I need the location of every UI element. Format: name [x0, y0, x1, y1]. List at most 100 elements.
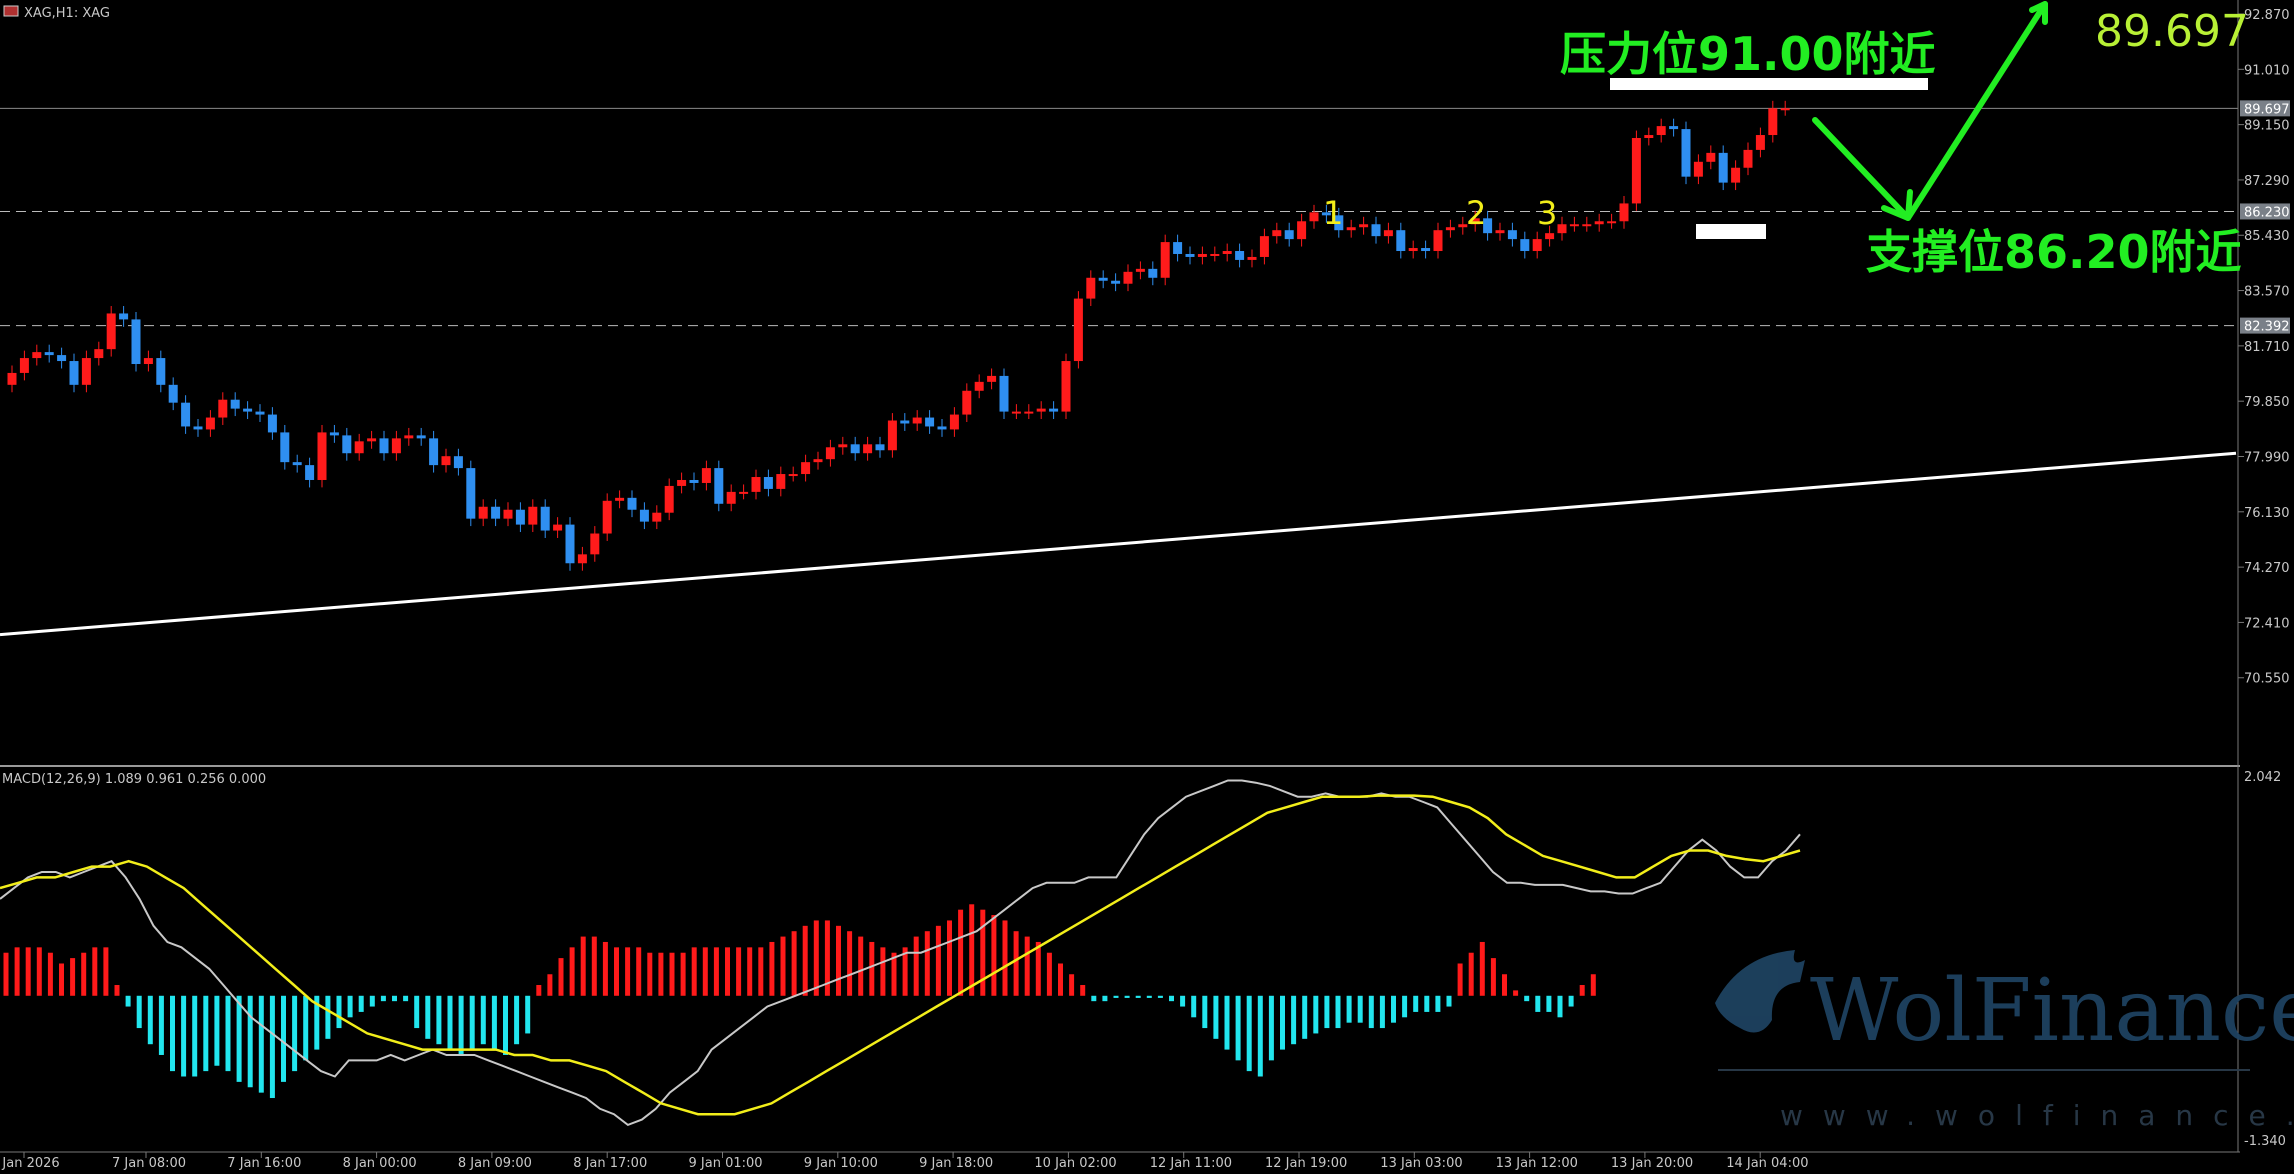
time-tick-label: 13 Jan 12:00 — [1496, 1156, 1578, 1171]
watermark-url: www.wolfinance.com — [1780, 1099, 2294, 1132]
macd-histogram-bar — [980, 909, 986, 996]
candle-body — [292, 462, 302, 466]
candle-body — [1408, 248, 1418, 252]
resistance-label: 压力位91.00附近 — [1560, 27, 1936, 81]
candle-body — [825, 447, 835, 460]
macd-histogram-bar — [736, 947, 742, 996]
candle-body — [156, 358, 166, 385]
macd-histogram-bar — [536, 985, 542, 996]
macd-histogram-bar — [303, 995, 309, 1061]
macd-histogram-bar — [969, 904, 975, 996]
macd-histogram-bar — [647, 952, 653, 996]
watermark-brand: WolFinance — [1810, 961, 2294, 1061]
candle-body — [1483, 218, 1493, 234]
macd-histogram-bar — [25, 947, 31, 996]
candle-body — [280, 432, 290, 463]
macd-histogram-bar — [725, 947, 730, 996]
macd-histogram-bar — [780, 936, 786, 996]
candle-body — [1383, 230, 1393, 237]
price-tick-label: 92.870 — [2244, 8, 2290, 23]
macd-histogram-bar — [702, 947, 708, 996]
candle-body — [1706, 152, 1716, 162]
candle-body — [317, 432, 327, 480]
price-tick-label: 91.010 — [2244, 63, 2290, 78]
candle-body — [887, 420, 897, 451]
candle-body — [776, 474, 786, 489]
macd-histogram-bar — [369, 995, 375, 1007]
candle-body — [1135, 268, 1145, 272]
candle-body — [1222, 251, 1232, 254]
macd-histogram-bar — [81, 952, 87, 996]
peak-label-3: 3 — [1537, 194, 1557, 232]
macd-histogram-bar — [847, 931, 853, 996]
macd-histogram-bar — [414, 995, 420, 1029]
macd-histogram-bar — [824, 920, 830, 996]
macd-histogram-bar — [1490, 958, 1496, 996]
candle-body — [81, 358, 91, 385]
candle-body — [1148, 268, 1158, 278]
macd-panel: 2.042 -1.340 — [0, 770, 2286, 1149]
macd-histogram-bar — [1224, 995, 1230, 1050]
symbol-title: XAG,H1: XAG — [24, 6, 110, 21]
macd-histogram-bar — [1502, 974, 1507, 996]
macd-histogram-bar — [1124, 995, 1130, 998]
macd-histogram-bar — [514, 995, 520, 1045]
candle-body — [367, 438, 377, 442]
candle-body — [763, 477, 773, 489]
candle-body — [1297, 221, 1307, 240]
candle-body — [1557, 224, 1567, 234]
candle-body — [701, 468, 711, 483]
candle-body — [1669, 126, 1679, 130]
candle-body — [1259, 236, 1269, 257]
candle-body — [1421, 248, 1431, 252]
candle-body — [1433, 230, 1443, 252]
candle-body — [1210, 253, 1220, 256]
macd-histogram-bar — [136, 995, 142, 1029]
macd-histogram-bar — [269, 995, 275, 1099]
time-tick-label: 12 Jan 19:00 — [1265, 1156, 1347, 1171]
price-marker-box — [2240, 317, 2290, 334]
candle-body — [999, 375, 1009, 412]
macd-histogram-bar — [1402, 995, 1408, 1018]
macd-histogram-bar — [1368, 995, 1374, 1029]
candle-body — [664, 485, 674, 513]
price-tick-label: 87.290 — [2244, 174, 2290, 189]
time-tick-label: 12 Jan 11:00 — [1150, 1156, 1232, 1171]
candle-body — [106, 313, 116, 350]
macd-line — [0, 779, 1801, 1127]
price-tick-label: 89.150 — [2244, 119, 2290, 134]
candle-body — [329, 432, 339, 436]
peak-label-1: 1 — [1323, 194, 1343, 232]
candle-body — [131, 319, 141, 365]
candle-body — [193, 426, 203, 430]
macd-histogram-bar — [458, 995, 464, 1055]
candle-body — [404, 435, 414, 439]
macd-histogram-bar — [192, 995, 198, 1077]
candle-body — [1743, 149, 1753, 168]
macd-histogram-bar — [47, 952, 53, 996]
candle-body — [1086, 277, 1096, 299]
price-marker-label: 89.697 — [2244, 102, 2290, 117]
candle-body — [441, 456, 451, 466]
macd-histogram-bar — [158, 995, 164, 1055]
candle-body — [143, 358, 153, 365]
macd-histogram-bar — [1457, 963, 1463, 996]
candle-body — [1024, 411, 1034, 414]
price-marker-label: 82.392 — [2244, 320, 2290, 335]
macd-histogram-bar — [1069, 974, 1075, 996]
candle-body — [937, 426, 947, 430]
candle-body — [590, 533, 600, 555]
time-tick-label: 8 Jan 09:00 — [458, 1156, 532, 1171]
candle-body — [1755, 135, 1765, 150]
peak-label-2: 2 — [1466, 194, 1486, 232]
candle-body — [1470, 218, 1480, 225]
candle-body — [863, 444, 873, 454]
candle-body — [528, 506, 538, 525]
candle-body — [565, 524, 575, 564]
macd-histogram-bar — [1135, 995, 1141, 998]
macd-histogram-bar — [1146, 995, 1152, 998]
macd-tick-label: -1.340 — [2244, 1134, 2286, 1149]
candle-body — [1321, 212, 1331, 216]
macd-histogram-bar — [125, 995, 131, 1007]
macd-histogram-bar — [336, 995, 342, 1029]
